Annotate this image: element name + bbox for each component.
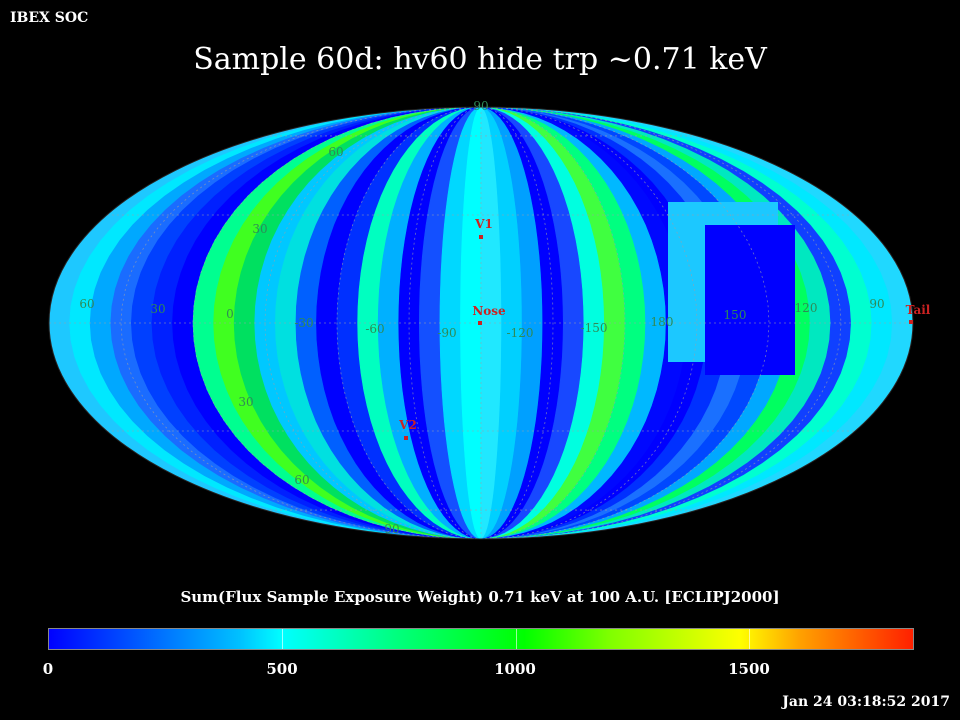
corner-label: IBEX SOC [10,10,89,26]
colorbar-tick [282,629,284,649]
longitude-label: 90 [869,297,884,311]
longitude-label: -30 [294,316,313,330]
colorbar-label-1000: 1000 [494,660,536,678]
sky-map: 60 30 0 -30 -60 -90 -120 -150 180 150 120 90 90 60 30… [48,99,931,540]
latitude-labels: 90 60 30 30 60 90 [238,99,488,536]
meridian-line [264,107,482,539]
longitude-label: -60 [365,322,384,336]
longitude-label: 150 [724,308,747,322]
marker-v1-label: V1 [474,217,493,231]
meridian-line [480,107,698,539]
colorbar-label-0: 0 [42,660,54,678]
longitude-label: 60 [79,297,94,311]
marker-tail-label: Tail [906,303,931,317]
meridian-line [480,107,554,539]
longitude-label: 0 [226,307,234,321]
longitude-label: -120 [507,326,534,340]
flux-patch [705,225,795,375]
latitude-label: 30 [238,395,253,409]
latitude-label: 90 [384,522,399,536]
colorbar-tick [748,629,750,649]
longitude-label: -150 [581,321,608,335]
marker-v1-dot [479,235,483,239]
longitude-label: 180 [651,315,674,329]
colorbar-label-1500: 1500 [728,660,770,678]
longitude-label: 120 [795,301,818,315]
latitude-label: 90 [473,99,488,113]
marker-v2-label: V2 [398,418,417,432]
latitude-label: 60 [294,473,309,487]
longitude-labels: 60 30 0 -30 -60 -90 -120 -150 180 150 120 90 [79,297,884,340]
marker-v2-dot [404,436,408,440]
longitude-label: 30 [150,302,165,316]
timestamp: Jan 24 03:18:52 2017 [782,694,950,710]
marker-tail-dot [909,320,913,324]
marker-nose-label: Nose [472,304,506,318]
longitude-label: -90 [437,326,456,340]
colorbar-tick [515,629,517,649]
meridian-line [336,107,482,539]
latitude-label: 60 [328,145,343,159]
latitude-label: 30 [252,222,267,236]
colorbar [48,628,914,650]
colorbar-title: Sum(Flux Sample Exposure Weight) 0.71 ke… [180,588,780,606]
markers: V1 Nose V2 Tail [398,217,931,440]
plot-title: Sample 60d: hv60 hide trp ~0.71 keV [193,42,767,77]
marker-nose-dot [478,321,482,325]
colorbar-label-500: 500 [266,660,298,678]
